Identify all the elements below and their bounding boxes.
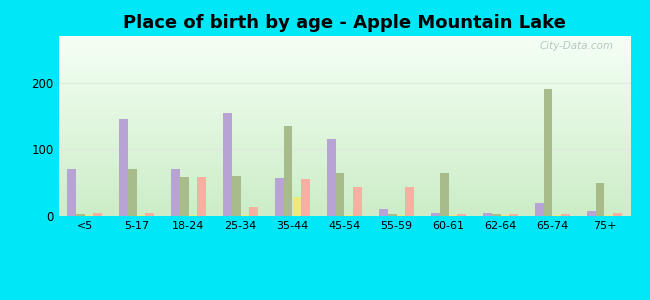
Bar [136, 215, 146, 216]
Bar [84, 215, 94, 216]
Bar [483, 213, 491, 216]
Bar [327, 139, 335, 216]
Bar [354, 187, 362, 216]
Bar [283, 126, 292, 216]
Bar [562, 214, 570, 216]
Bar [292, 197, 302, 216]
Bar [198, 177, 206, 216]
Bar [396, 215, 406, 216]
Bar [94, 213, 102, 216]
Bar [614, 213, 622, 216]
Bar [500, 215, 510, 216]
Bar [510, 214, 518, 216]
Bar [604, 215, 614, 216]
Bar [458, 214, 466, 216]
Bar [387, 214, 396, 216]
Bar [491, 214, 500, 216]
Bar [240, 215, 250, 216]
Bar [171, 169, 179, 216]
Text: City-Data.com: City-Data.com [540, 41, 614, 51]
Bar [231, 176, 240, 216]
Bar [552, 215, 562, 216]
Bar [179, 177, 188, 216]
Title: Place of birth by age - Apple Mountain Lake: Place of birth by age - Apple Mountain L… [123, 14, 566, 32]
Bar [439, 173, 448, 216]
Bar [595, 183, 604, 216]
Bar [535, 203, 543, 216]
Bar [275, 178, 283, 216]
Bar [448, 215, 458, 216]
Bar [302, 179, 310, 216]
Bar [146, 213, 154, 216]
Bar [587, 211, 595, 216]
Bar [75, 214, 84, 216]
Legend: Born in state of residence, Born in other state, Native, outside of US, Foreign-: Born in state of residence, Born in othe… [57, 298, 632, 300]
Bar [223, 113, 231, 216]
Bar [67, 169, 75, 216]
Bar [406, 187, 414, 216]
Bar [344, 215, 354, 216]
Bar [250, 207, 258, 216]
Bar [119, 119, 127, 216]
Bar [335, 173, 345, 216]
Bar [543, 89, 552, 216]
Bar [127, 169, 136, 216]
Bar [379, 209, 387, 216]
Bar [188, 215, 198, 216]
Bar [431, 213, 439, 216]
